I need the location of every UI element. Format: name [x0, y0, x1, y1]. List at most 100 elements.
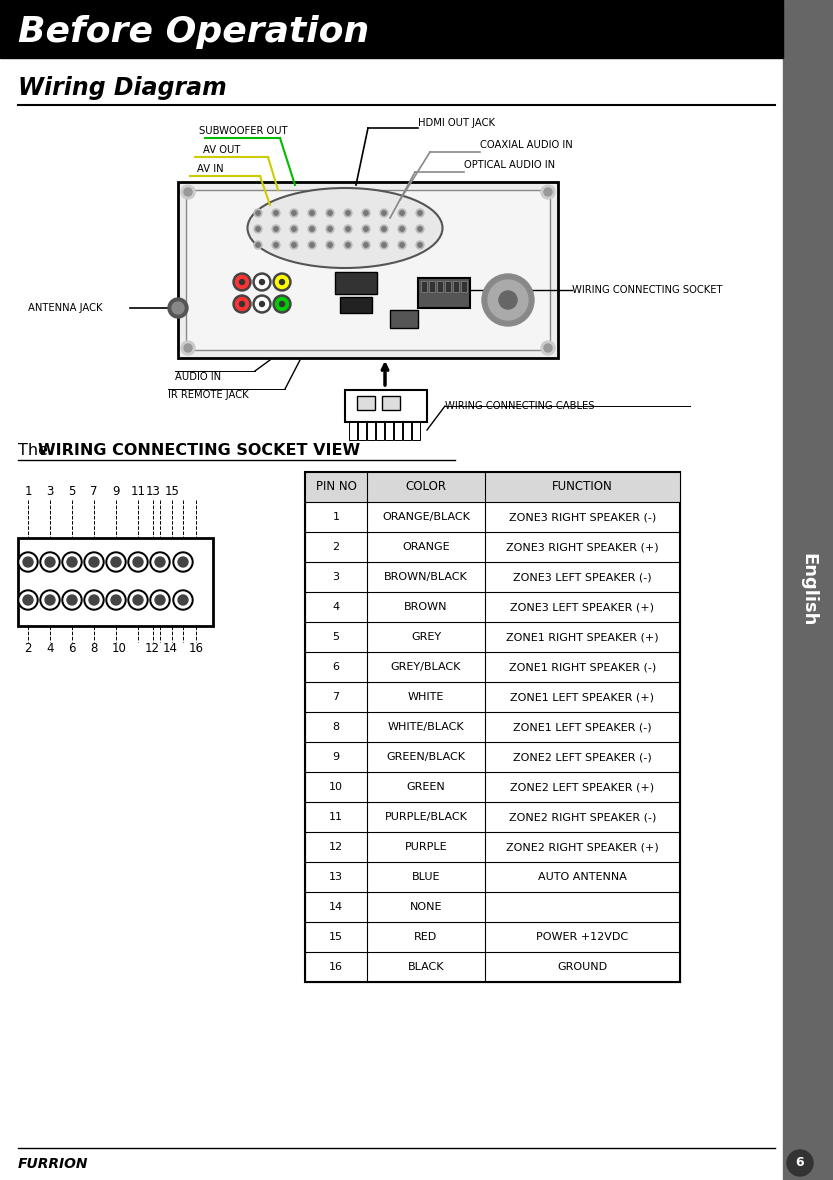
Text: BLACK: BLACK [407, 962, 444, 972]
Text: 10: 10 [329, 782, 343, 792]
Bar [345, 391, 427, 422]
Circle shape [42, 553, 58, 570]
Text: 1: 1 [332, 512, 340, 522]
Circle shape [152, 592, 168, 608]
Text: NONE: NONE [410, 902, 442, 912]
Bar [305, 472, 680, 982]
Circle shape [67, 595, 77, 605]
Circle shape [280, 302, 285, 307]
Circle shape [18, 590, 38, 610]
Bar [437, 281, 443, 291]
Circle shape [346, 211, 350, 215]
Circle shape [236, 275, 248, 288]
Bar [412, 422, 420, 440]
Text: ZONE3 RIGHT SPEAKER (+): ZONE3 RIGHT SPEAKER (+) [506, 542, 659, 552]
Text: ZONE2 LEFT SPEAKER (+): ZONE2 LEFT SPEAKER (+) [511, 782, 655, 792]
Circle shape [328, 211, 332, 215]
Circle shape [178, 557, 188, 568]
Text: 14: 14 [162, 642, 177, 655]
Text: ZONE2 RIGHT SPEAKER (+): ZONE2 RIGHT SPEAKER (+) [506, 843, 659, 852]
Circle shape [89, 595, 99, 605]
Text: AUTO ANTENNA: AUTO ANTENNA [538, 872, 627, 881]
Circle shape [253, 295, 271, 313]
Bar [0, 0, 783, 58]
Circle shape [398, 241, 406, 249]
Circle shape [326, 209, 334, 217]
Text: 14: 14 [329, 902, 343, 912]
Circle shape [130, 553, 146, 570]
Circle shape [133, 595, 143, 605]
Text: 5: 5 [68, 485, 76, 498]
Text: 16: 16 [329, 962, 343, 972]
Text: GREEN: GREEN [407, 782, 446, 792]
Circle shape [150, 552, 170, 572]
Text: PURPLE: PURPLE [405, 843, 447, 852]
Circle shape [111, 557, 121, 568]
Circle shape [787, 1150, 813, 1176]
Circle shape [40, 590, 60, 610]
Bar [385, 422, 393, 440]
Circle shape [488, 280, 528, 320]
Circle shape [84, 590, 104, 610]
Circle shape [416, 209, 424, 217]
Bar [367, 422, 375, 440]
Bar [357, 396, 375, 409]
Circle shape [45, 595, 55, 605]
Circle shape [108, 553, 124, 570]
Circle shape [310, 227, 314, 231]
Circle shape [155, 557, 165, 568]
Bar [461, 281, 467, 291]
Circle shape [86, 592, 102, 608]
Text: 13: 13 [146, 485, 161, 498]
Circle shape [362, 225, 370, 232]
Circle shape [544, 188, 552, 196]
Circle shape [172, 302, 184, 314]
Text: GREY: GREY [411, 632, 441, 642]
Circle shape [418, 211, 422, 215]
Bar [418, 278, 470, 308]
Circle shape [276, 297, 288, 310]
Text: 4: 4 [47, 642, 54, 655]
Circle shape [326, 225, 334, 232]
Circle shape [175, 592, 191, 608]
Circle shape [178, 595, 188, 605]
Text: POWER +12VDC: POWER +12VDC [536, 932, 629, 942]
Text: BLUE: BLUE [412, 872, 441, 881]
Circle shape [344, 225, 352, 232]
Circle shape [89, 557, 99, 568]
Text: SUBWOOFER OUT: SUBWOOFER OUT [199, 126, 287, 136]
Circle shape [181, 341, 195, 355]
Text: 3: 3 [47, 485, 53, 498]
Circle shape [326, 241, 334, 249]
Circle shape [310, 243, 314, 247]
Text: ZONE2 RIGHT SPEAKER (-): ZONE2 RIGHT SPEAKER (-) [509, 812, 656, 822]
Text: PURPLE/BLACK: PURPLE/BLACK [385, 812, 467, 822]
Text: 4: 4 [332, 602, 340, 612]
Text: ZONE1 LEFT SPEAKER (-): ZONE1 LEFT SPEAKER (-) [513, 722, 651, 732]
Circle shape [256, 243, 260, 247]
Text: ZONE1 RIGHT SPEAKER (+): ZONE1 RIGHT SPEAKER (+) [506, 632, 659, 642]
Text: WIRING CONNECTING CABLES: WIRING CONNECTING CABLES [445, 401, 595, 411]
Circle shape [380, 241, 388, 249]
Circle shape [173, 590, 193, 610]
Circle shape [280, 280, 285, 284]
Circle shape [382, 211, 387, 215]
Circle shape [274, 211, 278, 215]
Circle shape [328, 227, 332, 231]
Bar [305, 472, 680, 501]
Circle shape [62, 552, 82, 572]
Circle shape [184, 345, 192, 352]
Text: 5: 5 [332, 632, 340, 642]
Circle shape [344, 241, 352, 249]
Text: GREEN/BLACK: GREEN/BLACK [387, 752, 466, 762]
Text: 6: 6 [796, 1156, 805, 1169]
Circle shape [380, 209, 388, 217]
Circle shape [233, 295, 251, 313]
Circle shape [256, 275, 268, 288]
Circle shape [64, 592, 80, 608]
Bar [403, 422, 411, 440]
Circle shape [254, 209, 262, 217]
Circle shape [276, 275, 288, 288]
Text: WIRING CONNECTING SOCKET: WIRING CONNECTING SOCKET [572, 286, 722, 295]
Bar [18, 538, 213, 627]
